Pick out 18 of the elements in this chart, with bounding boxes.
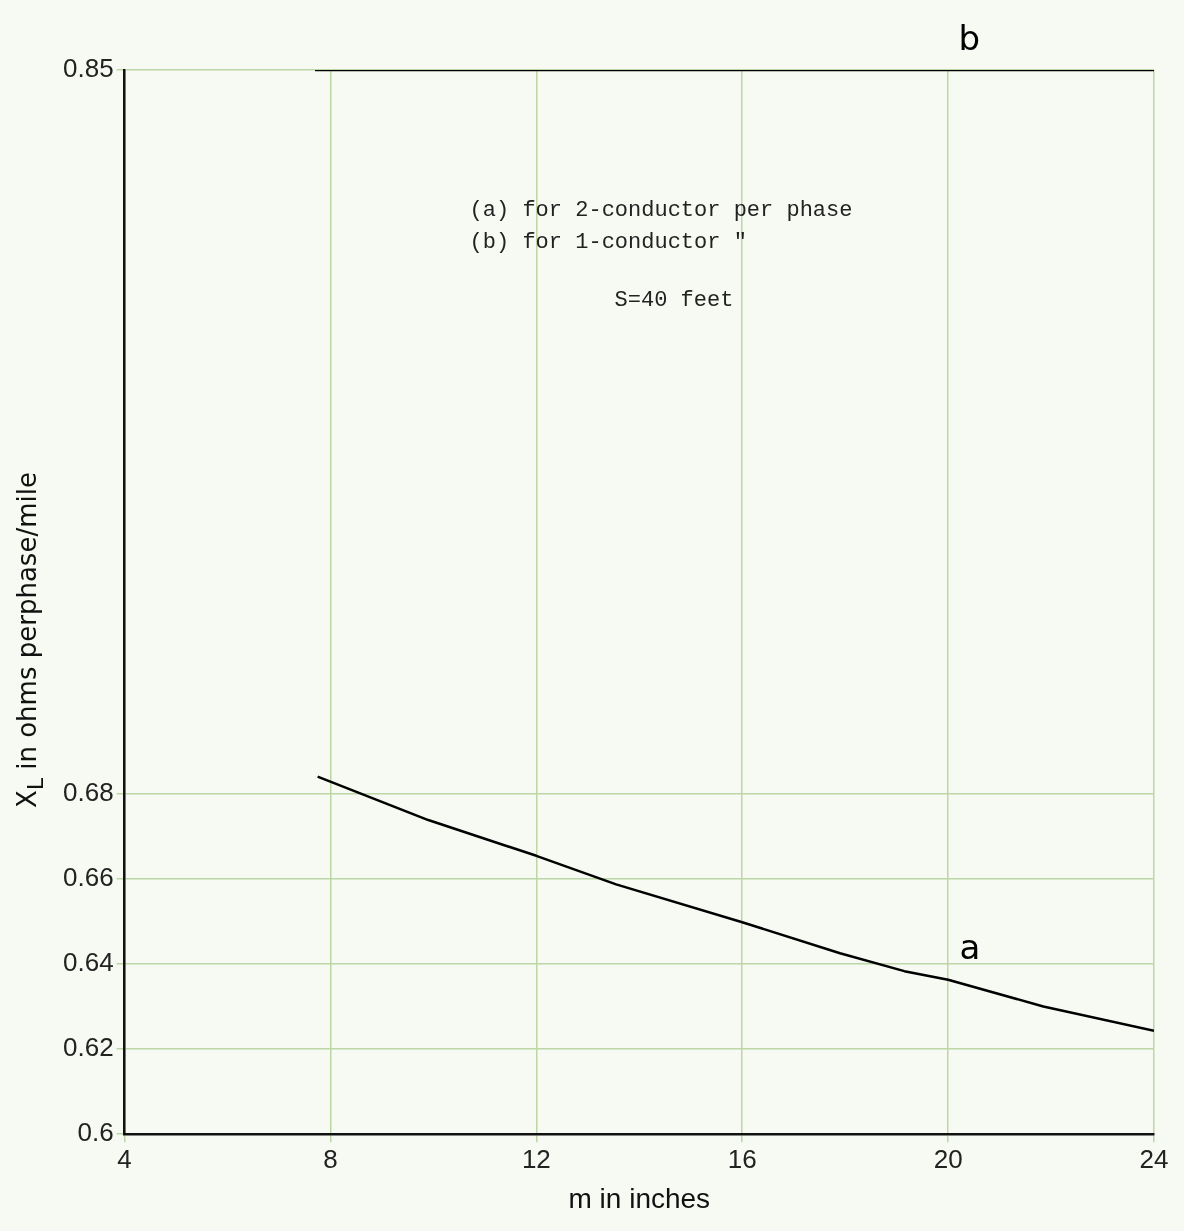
y-tick-label: 0.64 — [62, 947, 114, 978]
x-axis-title: m in inches — [568, 1182, 711, 1214]
y-tick-label: 0.85 — [62, 53, 114, 84]
y-tick-label: 0.66 — [62, 861, 114, 892]
annotation: S=40 feet — [614, 287, 734, 313]
series-label: b — [958, 17, 981, 58]
y-tick-label: 0.62 — [62, 1032, 114, 1063]
x-tick-label: 4 — [117, 1143, 132, 1174]
x-tick-label: 20 — [933, 1143, 963, 1174]
x-tick-label: 24 — [1139, 1143, 1169, 1174]
series-label: a — [959, 926, 981, 967]
x-tick-label: 8 — [323, 1143, 338, 1174]
y-tick-label: 0.6 — [77, 1117, 114, 1148]
x-tick-label: 12 — [521, 1143, 551, 1174]
annotation: (b) for 1-conductor " — [469, 229, 747, 255]
y-tick-label: 0.68 — [62, 776, 114, 807]
x-tick-label: 16 — [727, 1143, 757, 1174]
annotation: (a) for 2-conductor per phase — [469, 197, 853, 223]
